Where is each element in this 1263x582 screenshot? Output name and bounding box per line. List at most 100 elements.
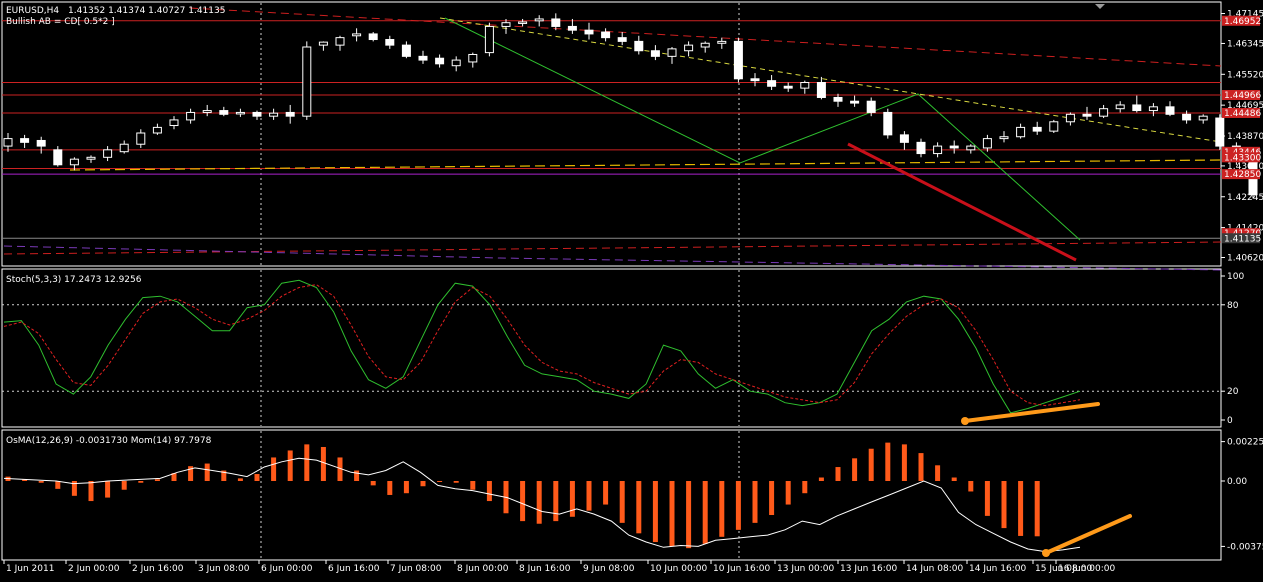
level-tag-label: 1.43300 — [1224, 153, 1261, 163]
level-tag: 1.46952 — [1222, 15, 1261, 27]
momentum-line-path — [3, 457, 1081, 553]
time-tick-label: 13 Jun 16:00 — [840, 564, 897, 574]
time-tick-label: 9 Jun 08:00 — [583, 564, 635, 574]
candle — [949, 140, 959, 154]
time-axis: 1 Jun 2011 2 Jun 00:00 2 Jun 16:00 3 Jun 08… — [3, 560, 1115, 574]
price-tick-label: 1.42245 — [1227, 193, 1263, 203]
osma-bar — [868, 448, 874, 481]
divergence-annotations — [961, 402, 1132, 557]
candle — [684, 41, 694, 57]
candle — [219, 106, 229, 117]
time-tick-label: 7 Jun 08:00 — [390, 564, 442, 574]
osma-bar — [403, 481, 409, 494]
candle — [750, 73, 760, 87]
symbol-label: EURUSD,H4 — [6, 6, 59, 16]
level-tag-label: 1.42850 — [1224, 170, 1261, 180]
time-tick-label: 3 Jun 08:00 — [198, 564, 250, 574]
candle — [20, 134, 30, 148]
abcd-pattern-line — [444, 17, 1081, 241]
stoch-signal-line — [3, 284, 1081, 407]
price-tick-label: 1.43070 — [1227, 162, 1263, 172]
osma-bar — [304, 444, 310, 481]
candle — [634, 35, 644, 55]
osma-label: OsMA(12,26,9) -0.0031730 Mom(14) 97.7978 — [6, 436, 212, 446]
osma-bar — [254, 474, 260, 481]
osma-bar — [752, 481, 758, 523]
candle — [916, 138, 926, 158]
time-tick-label: 14 Jun 08:00 — [906, 564, 963, 574]
candle — [850, 95, 860, 107]
time-tick-label: 10 Jun 00:00 — [650, 564, 707, 574]
shift-marker-icon[interactable] — [1095, 4, 1105, 9]
candle — [484, 22, 494, 57]
candle — [335, 35, 345, 51]
candle — [800, 80, 810, 94]
candle — [1198, 114, 1208, 124]
osma-bar — [271, 457, 277, 481]
osma-tick-label: -0.00375 — [1227, 542, 1263, 552]
stoch-lines — [3, 279, 1081, 414]
candle — [982, 134, 992, 152]
candle — [152, 123, 162, 135]
osma-bar — [387, 481, 393, 495]
time-tick-label: 16 Jun 00:00 — [1058, 564, 1115, 574]
candle — [468, 52, 478, 68]
candle — [534, 15, 544, 27]
osma-bar — [885, 442, 891, 481]
time-tick-label: 6 Jun 00:00 — [261, 564, 313, 574]
yellow-trend-line — [439, 17, 1222, 143]
candle — [783, 82, 793, 92]
level-tag: 1.44966 — [1222, 90, 1261, 101]
price-tick-label: 1.46345 — [1227, 39, 1263, 49]
stochastic-panel — [1, 268, 1222, 428]
trend-lines — [3, 7, 1222, 271]
candle — [816, 76, 826, 100]
candle — [518, 18, 528, 27]
ohlc-label: 1.41352 1.41374 1.40727 1.41135 — [68, 6, 225, 16]
stoch-tick-label: 20 — [1227, 387, 1239, 397]
time-tick-label: 2 Jun 00:00 — [68, 564, 120, 574]
osma-bar — [603, 481, 609, 505]
osma-bar — [852, 458, 858, 481]
price-tick-label: 1.44695 — [1227, 101, 1263, 111]
level-tag-label: 1.44486 — [1224, 109, 1261, 119]
osma-bar — [686, 481, 692, 549]
candle — [1099, 104, 1109, 119]
price-tick-label: 1.43870 — [1227, 132, 1263, 142]
osma-bar — [71, 481, 77, 496]
candle — [1082, 106, 1092, 120]
level-tags: 1.469521.449661.444861.434461.433001.428… — [1222, 15, 1261, 244]
osma-bar — [221, 470, 227, 481]
candle — [53, 146, 63, 167]
osma-bar — [1018, 481, 1024, 536]
resistance-dashed-line — [189, 7, 1222, 67]
candle — [3, 133, 13, 152]
osma-bar — [22, 479, 28, 481]
osma-bar — [453, 481, 459, 483]
candle — [866, 97, 876, 117]
stoch-axis: 100 80 20 0 — [1221, 272, 1244, 426]
candle — [368, 32, 378, 42]
osma-bar — [669, 481, 675, 547]
osma-divergence-point — [1042, 549, 1050, 557]
lower-red-dashed-line — [3, 241, 1222, 255]
osma-bar — [951, 477, 957, 481]
candle — [667, 47, 677, 64]
osma-bar — [769, 481, 775, 516]
candle — [1132, 95, 1142, 113]
lower-purple-dashed-line — [3, 245, 1222, 271]
osma-bar — [619, 481, 625, 523]
candle — [933, 142, 943, 158]
osma-bar — [237, 478, 243, 481]
candle — [318, 41, 328, 51]
level-tag: 1.44486 — [1222, 107, 1261, 119]
candle — [252, 110, 262, 120]
candle — [700, 41, 710, 53]
osma-bar — [470, 481, 476, 490]
osma-divergence-line — [1044, 514, 1132, 555]
osma-bar — [337, 457, 343, 481]
osma-bar — [154, 479, 160, 481]
price-axis: 1.47145 1.46345 1.45520 1.44695 1.43870 1.430… — [1221, 10, 1263, 264]
osma-bar — [835, 467, 841, 481]
